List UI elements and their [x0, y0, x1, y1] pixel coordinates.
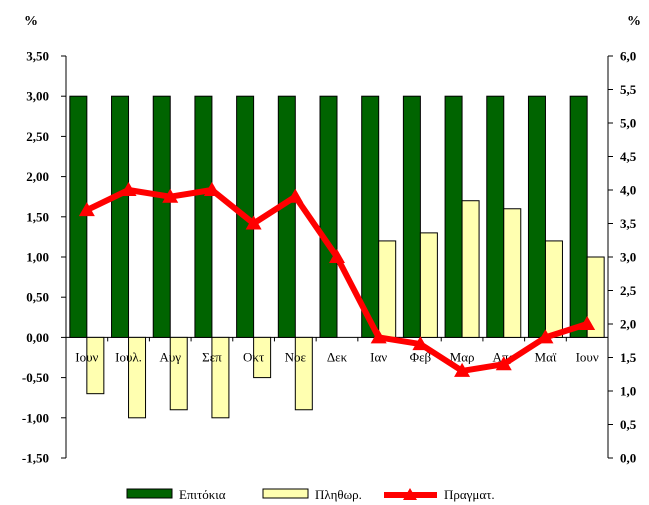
axes: 3,50 3,00 2,50 2,00 1,50 1,00 0,50 0,00 -0,50 -1,…: [22, 49, 637, 466]
category-label: Μαρ: [450, 349, 475, 364]
left-tick-label: 1,50: [26, 209, 49, 224]
legend-label-interest: Επιτόκια: [179, 487, 226, 502]
interest-rate-bar: [152, 95, 171, 338]
right-tick-label: 1,5: [620, 350, 637, 365]
inflation-bar: [86, 336, 105, 395]
left-tick-label: 3,00: [26, 89, 49, 104]
real-rate-point: [162, 188, 179, 203]
category-label: Σεπ: [202, 349, 222, 364]
right-tick-label: 3,5: [620, 216, 637, 231]
inflation-bar: [378, 240, 397, 338]
category-label: Οκτ: [243, 349, 264, 364]
right-tick-label: 0,5: [620, 417, 637, 432]
right-axis-unit-label: %: [627, 14, 641, 29]
right-tick-label: 0,0: [620, 451, 636, 466]
left-tick-label: -1,00: [22, 410, 49, 425]
right-tick-label: 5,0: [620, 116, 636, 131]
legend: Επιτόκια Πληθωρ. Πραγματ.: [126, 487, 495, 502]
inflation-bar: [128, 336, 147, 419]
bars: [69, 95, 605, 419]
category-label: Ιουν: [576, 349, 599, 364]
left-tick-label: -1,50: [22, 451, 49, 466]
real-rate-point: [495, 356, 512, 371]
right-tick-label: 5,5: [620, 82, 637, 97]
real-rate-point: [454, 362, 471, 377]
real-rate-point: [579, 316, 596, 330]
left-tick-label: 2,50: [26, 129, 49, 144]
legend-label-inflation: Πληθωρ.: [315, 487, 362, 502]
real-rate-point: [78, 202, 95, 217]
right-tick-label: 1,0: [620, 384, 636, 399]
category-label: Μαϊ: [535, 349, 557, 364]
legend-label-real: Πραγματ.: [444, 487, 495, 502]
real-rate-point: [245, 215, 262, 230]
right-tick-label: 4,5: [620, 149, 637, 164]
inflation-bar: [419, 232, 438, 338]
left-tick-label: 2,00: [26, 169, 49, 184]
left-tick-label: -0,50: [22, 370, 49, 385]
inflation-bar: [211, 336, 230, 419]
real-rate-point: [370, 329, 387, 344]
inflation-bar: [544, 240, 563, 338]
left-tick-label: 1,00: [26, 250, 49, 265]
interest-rate-bar: [569, 95, 588, 338]
category-label: Ιουν: [75, 349, 98, 364]
interest-rate-bar: [527, 95, 546, 338]
interest-rate-bar: [486, 95, 505, 338]
legend-swatch-interest: [126, 488, 173, 499]
interest-rate-bar: [194, 95, 213, 338]
interest-rate-bar: [277, 95, 296, 338]
interest-rate-bar: [402, 95, 421, 338]
category-label: Δεκ: [327, 349, 348, 364]
left-tick-label: 0,50: [26, 290, 49, 305]
right-axis-unit: %: [627, 14, 641, 29]
left-axis-unit-label: %: [24, 14, 38, 29]
real-rate-point: [537, 329, 554, 344]
right-tick-label: 4,0: [620, 183, 636, 198]
category-label: Αυγ: [159, 349, 181, 364]
category-label: Νοε: [285, 349, 307, 364]
real-rate-point: [203, 182, 220, 196]
right-tick-label: 2,0: [620, 317, 636, 332]
real-rate-point: [287, 188, 304, 203]
category-label: Ιουλ.: [115, 349, 142, 364]
right-tick-label: 3,0: [620, 250, 636, 265]
legend-marker-real: [403, 488, 417, 500]
category-label: Φεβ: [410, 349, 432, 364]
inflation-bar: [461, 200, 480, 338]
left-tick-label: 0,00: [26, 330, 49, 345]
right-tick-label: 2,5: [620, 283, 637, 298]
interest-rate-bar: [444, 95, 463, 338]
inflation-bar: [586, 256, 605, 338]
legend-swatch-inflation: [262, 488, 309, 499]
inflation-bar: [169, 336, 188, 411]
interest-rate-bar: [111, 95, 130, 338]
right-tick-label: 6,0: [620, 49, 636, 64]
real-rate-point: [120, 182, 137, 196]
interest-rate-bar: [319, 95, 338, 338]
real-rate-line: [78, 182, 596, 377]
interest-rate-bar: [361, 95, 380, 338]
inflation-bar: [294, 336, 313, 411]
left-tick-label: 3,50: [26, 49, 49, 64]
real-rate-point: [329, 249, 345, 263]
left-axis-unit: %: [24, 14, 38, 29]
interest-rate-bar: [69, 95, 88, 338]
category-label: Ιαν: [370, 349, 387, 364]
real-rate-point: [412, 336, 429, 351]
inflation-bar: [503, 208, 522, 338]
inflation-bar: [253, 336, 272, 379]
